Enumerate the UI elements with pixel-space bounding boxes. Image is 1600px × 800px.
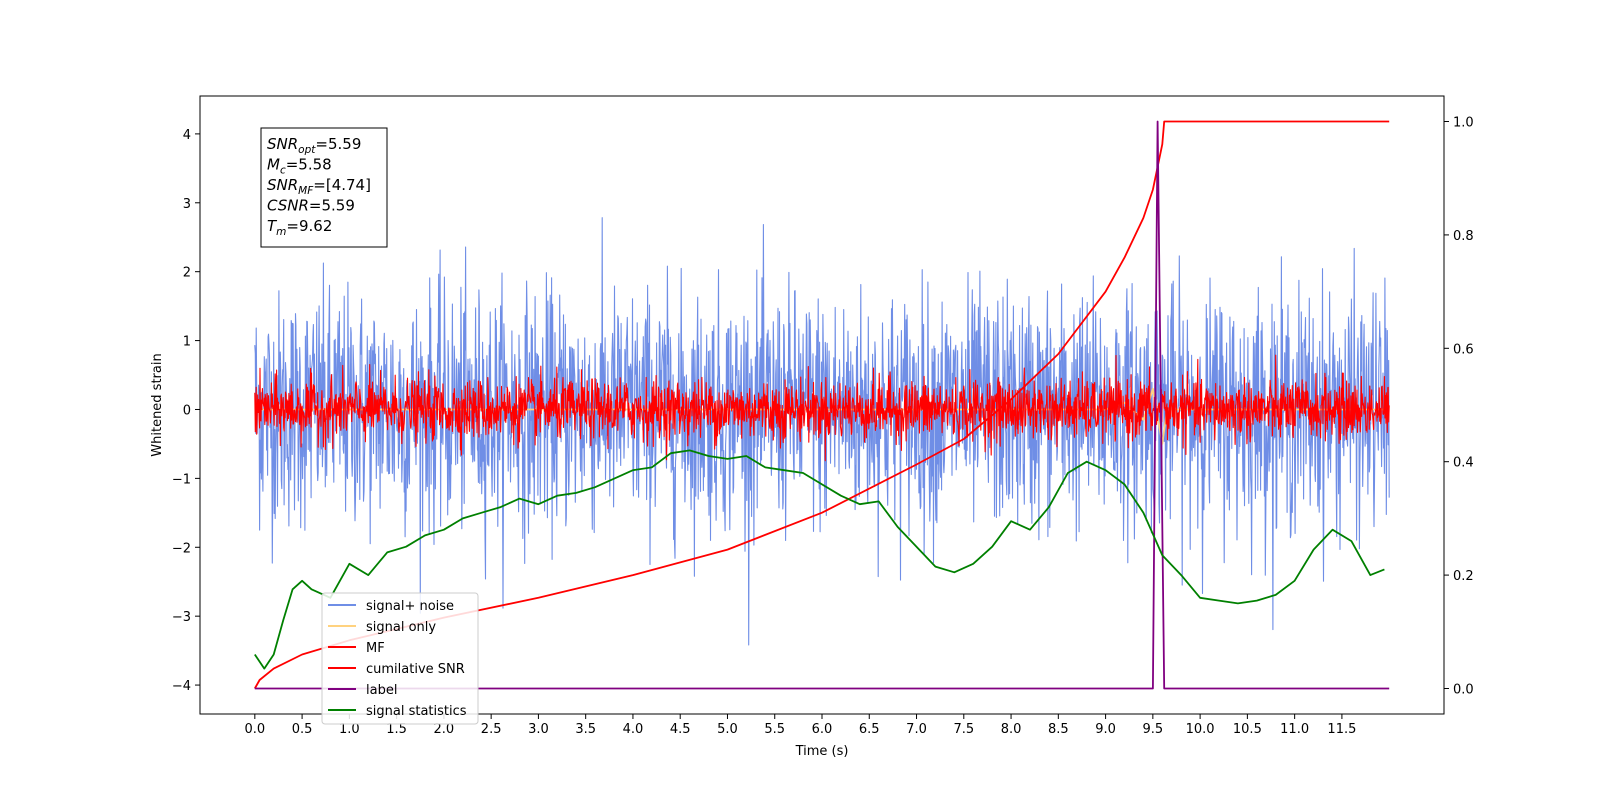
right-y-tick-label: 0.8 bbox=[1453, 229, 1474, 244]
x-tick-label: 5.0 bbox=[717, 722, 738, 737]
y-tick-label: 1 bbox=[183, 335, 191, 350]
y-tick-label: 2 bbox=[183, 266, 191, 281]
x-tick-label: 9.0 bbox=[1095, 722, 1116, 737]
legend-label-cumilative-snr: cumilative SNR bbox=[366, 662, 465, 677]
x-tick-label: 2.0 bbox=[434, 722, 455, 737]
x-tick-label: 11.5 bbox=[1327, 722, 1356, 737]
x-axis-label: Time (s) bbox=[795, 744, 849, 759]
y-axis-label: Whitened strain bbox=[150, 353, 165, 456]
x-tick-label: 9.5 bbox=[1143, 722, 1164, 737]
annotation-line-csnr: CSNR=5.59 bbox=[267, 197, 355, 215]
x-tick-label: 6.0 bbox=[812, 722, 833, 737]
legend: signal+ noise signal only MF cumilative SNR… bbox=[321, 592, 479, 725]
x-tick-label: 8.5 bbox=[1048, 722, 1069, 737]
right-y-tick-label: 0.2 bbox=[1453, 569, 1474, 584]
legend-label-label: label bbox=[366, 683, 397, 698]
y-tick-label: 4 bbox=[183, 128, 191, 143]
x-tick-label: 7.5 bbox=[953, 722, 974, 737]
x-tick-label: 3.5 bbox=[575, 722, 596, 737]
x-tick-label: 2.5 bbox=[481, 722, 502, 737]
right-y-tick-label: 0.6 bbox=[1453, 342, 1474, 357]
right-y-tick-label: 1.0 bbox=[1453, 116, 1474, 131]
right-y-axis-ticks: 1.0 0.8 0.6 0.4 0.2 0.0 bbox=[1444, 116, 1474, 697]
series-mf-line bbox=[254, 354, 1390, 462]
y-tick-label: 3 bbox=[183, 197, 191, 212]
y-tick-label: −3 bbox=[172, 610, 191, 625]
x-tick-label: 1.0 bbox=[339, 722, 360, 737]
legend-frame bbox=[321, 592, 479, 725]
annotation-line-m-c: Mc=5.58 bbox=[267, 156, 332, 177]
x-tick-label: 7.0 bbox=[906, 722, 927, 737]
x-tick-label: 11.0 bbox=[1280, 722, 1309, 737]
legend-label-signal-only: signal only bbox=[366, 620, 436, 635]
x-tick-label: 6.5 bbox=[859, 722, 880, 737]
x-axis-ticks: 0.0 0.5 1.0 1.5 2.0 2.5 3.0 3.5 4.0 4.5 5.0 5.5 6.0 6… bbox=[244, 714, 1356, 737]
x-tick-label: 4.5 bbox=[670, 722, 691, 737]
right-y-tick-label: 0.0 bbox=[1453, 682, 1474, 697]
x-tick-label: 0.5 bbox=[292, 722, 313, 737]
x-tick-label: 10.0 bbox=[1186, 722, 1215, 737]
x-tick-label: 10.5 bbox=[1233, 722, 1262, 737]
y-axis-ticks: 4 3 2 1 0 −1 −2 −3 −4 bbox=[172, 128, 200, 694]
annotation-line-snr-opt: SNRopt=5.59 bbox=[267, 135, 361, 156]
series-signal-statistics-line bbox=[254, 449, 1385, 670]
x-tick-label: 1.5 bbox=[386, 722, 407, 737]
series-signal-noise-line bbox=[254, 217, 1390, 646]
y-tick-label: −2 bbox=[172, 541, 191, 556]
annotation-line-snr-mf: SNRMF=[4.74] bbox=[267, 176, 371, 197]
y-tick-label: 0 bbox=[183, 403, 191, 418]
y-tick-label: −1 bbox=[172, 472, 191, 487]
legend-label-signal-noise: signal+ noise bbox=[366, 599, 454, 614]
legend-label-signal-statistics: signal statistics bbox=[366, 704, 467, 719]
x-tick-label: 8.0 bbox=[1001, 722, 1022, 737]
y-tick-label: −4 bbox=[172, 679, 191, 694]
x-tick-label: 5.5 bbox=[764, 722, 785, 737]
annotation-frame bbox=[260, 127, 388, 248]
x-tick-label: 0.0 bbox=[244, 722, 265, 737]
right-y-tick-label: 0.4 bbox=[1453, 456, 1474, 471]
series-label-line bbox=[254, 120, 1390, 690]
annotation-line-t-m: Tm=9.62 bbox=[267, 217, 332, 238]
legend-label-mf: MF bbox=[366, 641, 385, 656]
x-tick-label: 3.0 bbox=[528, 722, 549, 737]
x-tick-label: 4.0 bbox=[623, 722, 644, 737]
